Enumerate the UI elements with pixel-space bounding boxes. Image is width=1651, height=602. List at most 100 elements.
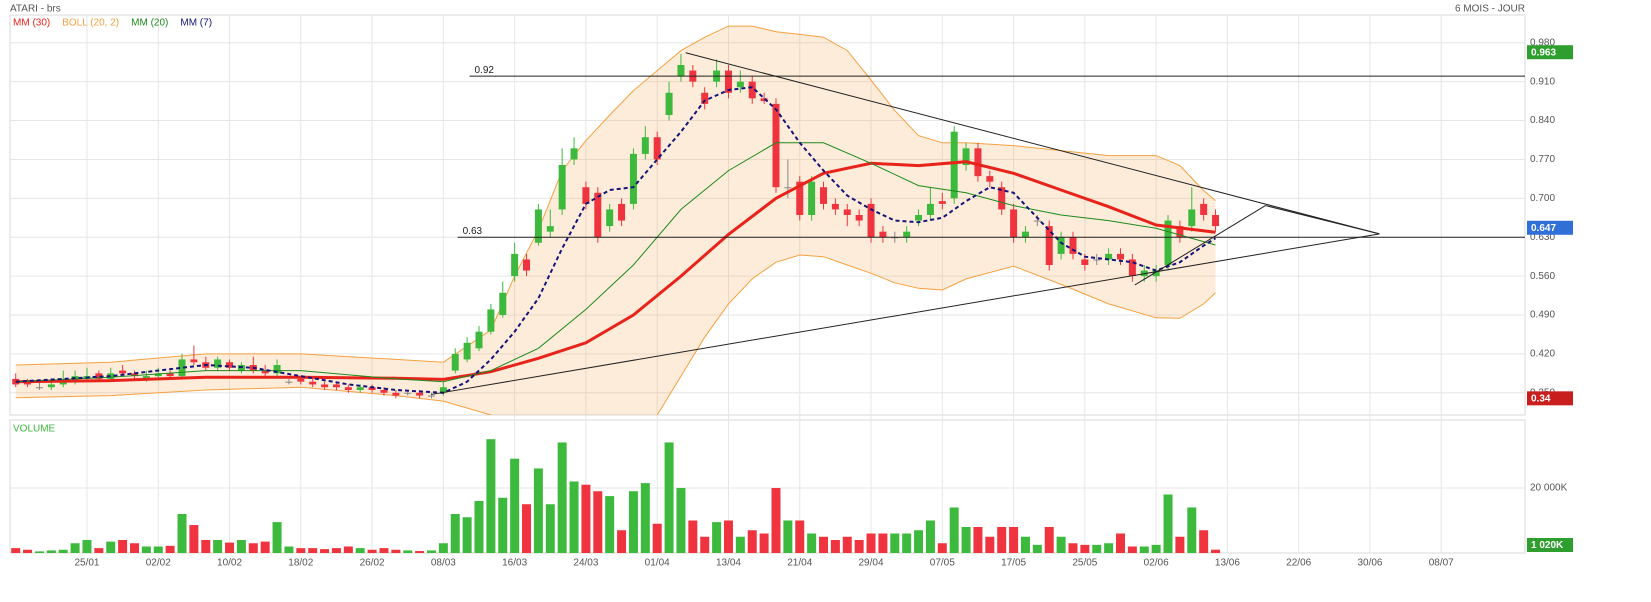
candle-body: [261, 370, 269, 374]
volume-tick-label: 20 000K: [1530, 483, 1568, 494]
candle-body: [1128, 259, 1136, 277]
candle-body: [142, 376, 150, 379]
candle-body: [499, 292, 507, 315]
volume-bar: [593, 491, 603, 553]
candle-body: [986, 176, 994, 182]
volume-bar: [735, 536, 745, 553]
candle-body: [309, 381, 317, 385]
price-badge-label: 0.34: [1531, 393, 1551, 404]
y-tick-label: 0.980: [1530, 37, 1555, 48]
x-tick-label: 29/04: [859, 558, 884, 569]
x-tick-label: 07/05: [930, 558, 955, 569]
x-tick-label: 24/03: [573, 558, 598, 569]
volume-bar: [854, 539, 864, 553]
candle-body: [582, 187, 590, 204]
volume-bar: [189, 525, 199, 553]
y-tick-label: 0.560: [1530, 271, 1555, 282]
candle-body: [784, 187, 792, 189]
volume-badge-label: 1 020K: [1531, 540, 1564, 551]
y-tick-label: 0.910: [1530, 76, 1555, 87]
volume-bar: [320, 549, 330, 553]
candle-body: [475, 331, 483, 349]
candle-body: [451, 353, 459, 371]
volume-bar: [23, 549, 33, 553]
volume-bar: [1116, 533, 1126, 553]
volume-bar: [557, 442, 567, 553]
volume-bar: [1163, 494, 1173, 553]
price-badge-label: 0.647: [1531, 223, 1556, 234]
candle-body: [344, 387, 352, 390]
candle-body: [214, 359, 222, 368]
y-tick-label: 0.420: [1530, 349, 1555, 360]
y-tick-label: 0.840: [1530, 115, 1555, 126]
candle-body: [701, 92, 709, 104]
level-label: 0.63: [463, 226, 483, 237]
y-tick-label: 0.490: [1530, 310, 1555, 321]
candle-body: [618, 203, 626, 221]
volume-bar: [308, 548, 318, 553]
candle-body: [95, 373, 103, 379]
trend-line: [431, 233, 1380, 395]
candle-body: [35, 387, 43, 389]
volume-bar: [937, 543, 947, 553]
volume-bar: [1068, 543, 1078, 553]
candle-body: [487, 309, 495, 332]
volume-bar: [177, 513, 187, 553]
candle-body: [273, 365, 281, 374]
candle-body: [321, 384, 329, 388]
x-tick-label: 25/01: [74, 558, 99, 569]
volume-bar: [510, 458, 520, 553]
volume-bar: [272, 522, 282, 553]
candle-body: [938, 201, 946, 204]
volume-panel: [9, 419, 1526, 554]
candle-body: [1200, 203, 1208, 215]
y-tick-label: 0.630: [1530, 232, 1555, 243]
chart-subtitle: 6 MOIS - JOUR: [1455, 4, 1525, 15]
volume-bar: [201, 539, 211, 553]
candle-body: [820, 187, 828, 204]
volume-bar: [771, 487, 781, 553]
price-badge: [1527, 391, 1573, 406]
legend-entry: MM (30): [13, 18, 50, 29]
overlay: 25/01 02/02 10/02 18/02 26/02 08/03 16/03 24/03…: [11, 18, 1573, 569]
x-tick-label: 13/04: [716, 558, 741, 569]
volume-bar: [664, 442, 674, 553]
volume-bar: [914, 530, 924, 553]
volume-bar: [949, 507, 959, 553]
price-badge-label: 0.963: [1531, 47, 1556, 58]
candle-body: [665, 92, 673, 115]
volume-bar: [450, 513, 460, 553]
moving-average: [15, 86, 1217, 394]
volume-bar: [1092, 544, 1102, 553]
candle-body: [404, 392, 412, 394]
candle-body: [724, 70, 732, 93]
level-label: 0.92: [475, 65, 495, 76]
trend-line: [685, 52, 1380, 235]
volume-bar: [617, 530, 627, 553]
trend-line: [1134, 205, 1266, 286]
volume-bar: [890, 533, 900, 553]
volume-bar: [415, 551, 425, 553]
candle-body: [1105, 253, 1113, 260]
volume-bar: [1020, 536, 1030, 553]
volume-bar: [533, 468, 543, 553]
volume-bar: [70, 543, 80, 553]
volume-bar: [783, 520, 793, 553]
candle-body: [677, 65, 685, 77]
volume-bar: [902, 533, 912, 553]
volume-bar: [997, 526, 1007, 553]
candle-body: [1010, 209, 1018, 238]
volume-bar: [1175, 536, 1185, 553]
candle-body: [119, 370, 127, 374]
volume-bar: [1044, 526, 1054, 553]
volume-bar: [367, 549, 377, 553]
candle-body: [47, 384, 55, 388]
candle-body: [855, 215, 863, 221]
candle-body: [297, 378, 305, 382]
candle-body: [950, 131, 958, 199]
candle-body: [998, 187, 1006, 210]
volume-bar: [1032, 544, 1042, 553]
volume-bar: [640, 483, 650, 553]
volume-bar: [1199, 530, 1209, 553]
candle-body: [915, 215, 923, 221]
